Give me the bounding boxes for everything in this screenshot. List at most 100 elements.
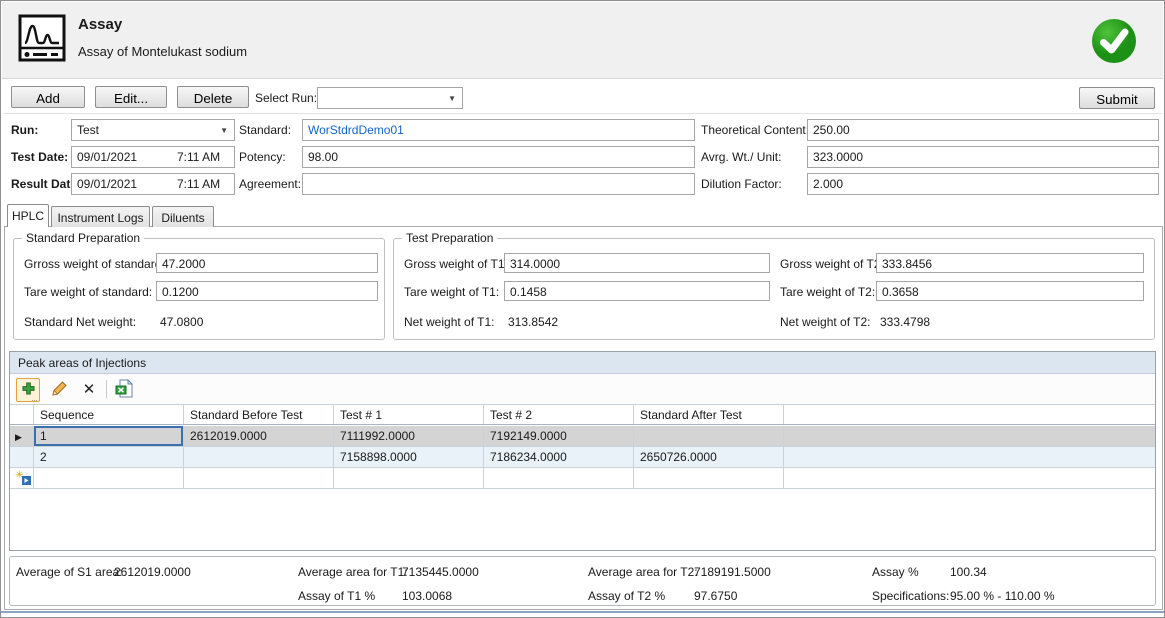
specifications-value: 95.00 % - 110.00 % bbox=[950, 589, 1055, 603]
peak-areas-title: Peak areas of Injections bbox=[10, 352, 1155, 374]
assay-t2-value: 97.6750 bbox=[694, 589, 738, 603]
result-date-label: Result Date: bbox=[11, 177, 82, 191]
page-subtitle: Assay of Montelukast sodium bbox=[78, 44, 248, 59]
col-header-filler bbox=[784, 405, 1155, 424]
standard-value: WorStdrdDemo01 bbox=[308, 123, 404, 137]
grid-header-selector bbox=[10, 405, 34, 424]
result-date-value: 09/01/2021 bbox=[77, 177, 138, 191]
add-button[interactable]: Add bbox=[11, 86, 85, 108]
theoretical-content-field[interactable]: 250.00 bbox=[807, 119, 1159, 141]
standard-field[interactable]: WorStdrdDemo01 bbox=[302, 119, 695, 141]
header-band: Assay Assay of Montelukast sodium bbox=[2, 2, 1163, 79]
test-preparation-group: Test Preparation Gross weight of T1: 314… bbox=[393, 231, 1155, 340]
tare-std-field[interactable]: 0.1200 bbox=[156, 281, 378, 301]
row-selector[interactable] bbox=[10, 447, 34, 467]
grid-header-row: Sequence Standard Before Test Test # 1 T… bbox=[10, 404, 1155, 425]
col-header-sequence[interactable]: Sequence bbox=[34, 405, 184, 424]
cell-test2[interactable]: 7192149.0000 bbox=[484, 426, 634, 446]
delete-button[interactable]: Delete bbox=[177, 86, 249, 108]
tab-diluents[interactable]: Diluents bbox=[152, 206, 214, 227]
bottom-divider bbox=[1, 611, 1164, 613]
tab-hplc[interactable]: HPLC bbox=[7, 204, 49, 227]
group-title: Standard Preparation bbox=[22, 231, 145, 245]
cell-sequence[interactable]: 2 bbox=[34, 447, 184, 467]
tab-instrument-logs[interactable]: Instrument Logs bbox=[51, 206, 150, 227]
avg-t1-label: Average area for T1: bbox=[298, 565, 408, 579]
summary-panel: Average of S1 area: 2612019.0000 Average… bbox=[9, 556, 1156, 606]
cell-standard-before[interactable] bbox=[184, 468, 334, 488]
avg-s1-label: Average of S1 area: bbox=[16, 565, 123, 579]
tare-t1-field[interactable]: 0.1458 bbox=[504, 281, 770, 301]
cell-test1[interactable] bbox=[334, 468, 484, 488]
standard-label: Standard: bbox=[239, 123, 292, 137]
chevron-down-icon: ▼ bbox=[220, 126, 228, 135]
dilution-factor-label: Dilution Factor: bbox=[701, 177, 782, 191]
col-header-test2[interactable]: Test # 2 bbox=[484, 405, 634, 424]
result-time-value: 7:11 AM bbox=[177, 177, 221, 191]
row-selector-arrow-icon[interactable]: ▶ bbox=[10, 426, 34, 446]
pencil-icon[interactable] bbox=[48, 378, 70, 400]
net-t2-value: 333.4798 bbox=[880, 315, 931, 329]
potency-field[interactable]: 98.00 bbox=[302, 146, 695, 168]
cell-test2[interactable] bbox=[484, 468, 634, 488]
cell-filler bbox=[784, 447, 1155, 467]
cell-sequence[interactable]: 1 bbox=[34, 426, 184, 446]
new-row[interactable]: ✳ bbox=[10, 468, 1155, 489]
tare-t2-field[interactable]: 0.3658 bbox=[876, 281, 1144, 301]
gross-std-field[interactable]: 47.2000 bbox=[156, 253, 378, 273]
page-title: Assay bbox=[78, 16, 123, 33]
gross-t1-field[interactable]: 314.0000 bbox=[504, 253, 770, 273]
svg-text:✳: ✳ bbox=[15, 470, 23, 481]
avg-wt-label: Avrg. Wt./ Unit: bbox=[701, 150, 782, 164]
table-row: 2 7158898.0000 7186234.0000 2650726.0000 bbox=[10, 447, 1155, 468]
agreement-label: Agreement: bbox=[239, 177, 302, 191]
avg-t2-label: Average area for T2: bbox=[588, 565, 698, 579]
test-date-field[interactable]: 09/01/2021 7:11 AM bbox=[71, 146, 235, 168]
dilution-factor-field[interactable]: 2.000 bbox=[807, 173, 1159, 195]
assay-pct-value: 100.34 bbox=[950, 565, 987, 579]
net-std-value: 47.0800 bbox=[160, 315, 204, 329]
gross-t2-field[interactable]: 333.8456 bbox=[876, 253, 1144, 273]
success-check-icon bbox=[1091, 18, 1137, 67]
cell-standard-before[interactable] bbox=[184, 447, 334, 467]
agreement-field[interactable] bbox=[302, 173, 695, 195]
edit-button[interactable]: Edit... bbox=[95, 86, 167, 108]
gross-t1-label: Gross weight of T1: bbox=[404, 257, 508, 271]
chromatogram-icon bbox=[18, 14, 66, 65]
select-run-dropdown[interactable]: ▼ bbox=[317, 87, 463, 109]
net-t2-label: Net weight of T2: bbox=[780, 315, 871, 329]
avg-wt-field[interactable]: 323.0000 bbox=[807, 146, 1159, 168]
assay-t1-value: 103.0068 bbox=[402, 589, 453, 603]
col-header-standard-after[interactable]: Standard After Test bbox=[634, 405, 784, 424]
peak-areas-panel: Peak areas of Injections … ✕ bbox=[9, 351, 1156, 551]
cell-test2[interactable]: 7186234.0000 bbox=[484, 447, 634, 467]
submit-button[interactable]: Submit bbox=[1079, 87, 1155, 109]
specifications-label: Specifications: bbox=[872, 589, 950, 603]
grid-toolbar: … ✕ bbox=[10, 374, 1155, 404]
plus-icon[interactable]: … bbox=[16, 378, 40, 403]
excel-export-icon[interactable] bbox=[113, 378, 135, 400]
cell-test1[interactable]: 7158898.0000 bbox=[334, 447, 484, 467]
cell-test1[interactable]: 7111992.0000 bbox=[334, 426, 484, 446]
col-header-test1[interactable]: Test # 1 bbox=[334, 405, 484, 424]
net-t1-value: 313.8542 bbox=[508, 315, 559, 329]
cell-standard-after[interactable]: 2650726.0000 bbox=[634, 447, 784, 467]
cell-standard-after[interactable] bbox=[634, 468, 784, 488]
x-icon[interactable]: ✕ bbox=[82, 381, 96, 398]
new-row-icon[interactable]: ✳ bbox=[10, 468, 34, 488]
col-header-standard-before[interactable]: Standard Before Test bbox=[184, 405, 334, 424]
run-value: Test bbox=[77, 123, 100, 137]
assay-t1-label: Assay of T1 % bbox=[298, 589, 376, 603]
run-label: Run: bbox=[11, 123, 39, 137]
cell-standard-after[interactable] bbox=[634, 426, 784, 446]
table-row: ▶ 1 2612019.0000 7111992.0000 7192149.00… bbox=[10, 426, 1155, 447]
cell-sequence[interactable] bbox=[34, 468, 184, 488]
potency-label: Potency: bbox=[239, 150, 286, 164]
run-dropdown[interactable]: Test ▼ bbox=[71, 119, 235, 141]
result-date-field[interactable]: 09/01/2021 7:11 AM bbox=[71, 173, 235, 195]
cell-filler bbox=[784, 468, 1155, 488]
cell-standard-before[interactable]: 2612019.0000 bbox=[184, 426, 334, 446]
chevron-down-icon: ▼ bbox=[448, 94, 456, 103]
test-date-label: Test Date: bbox=[11, 150, 69, 164]
